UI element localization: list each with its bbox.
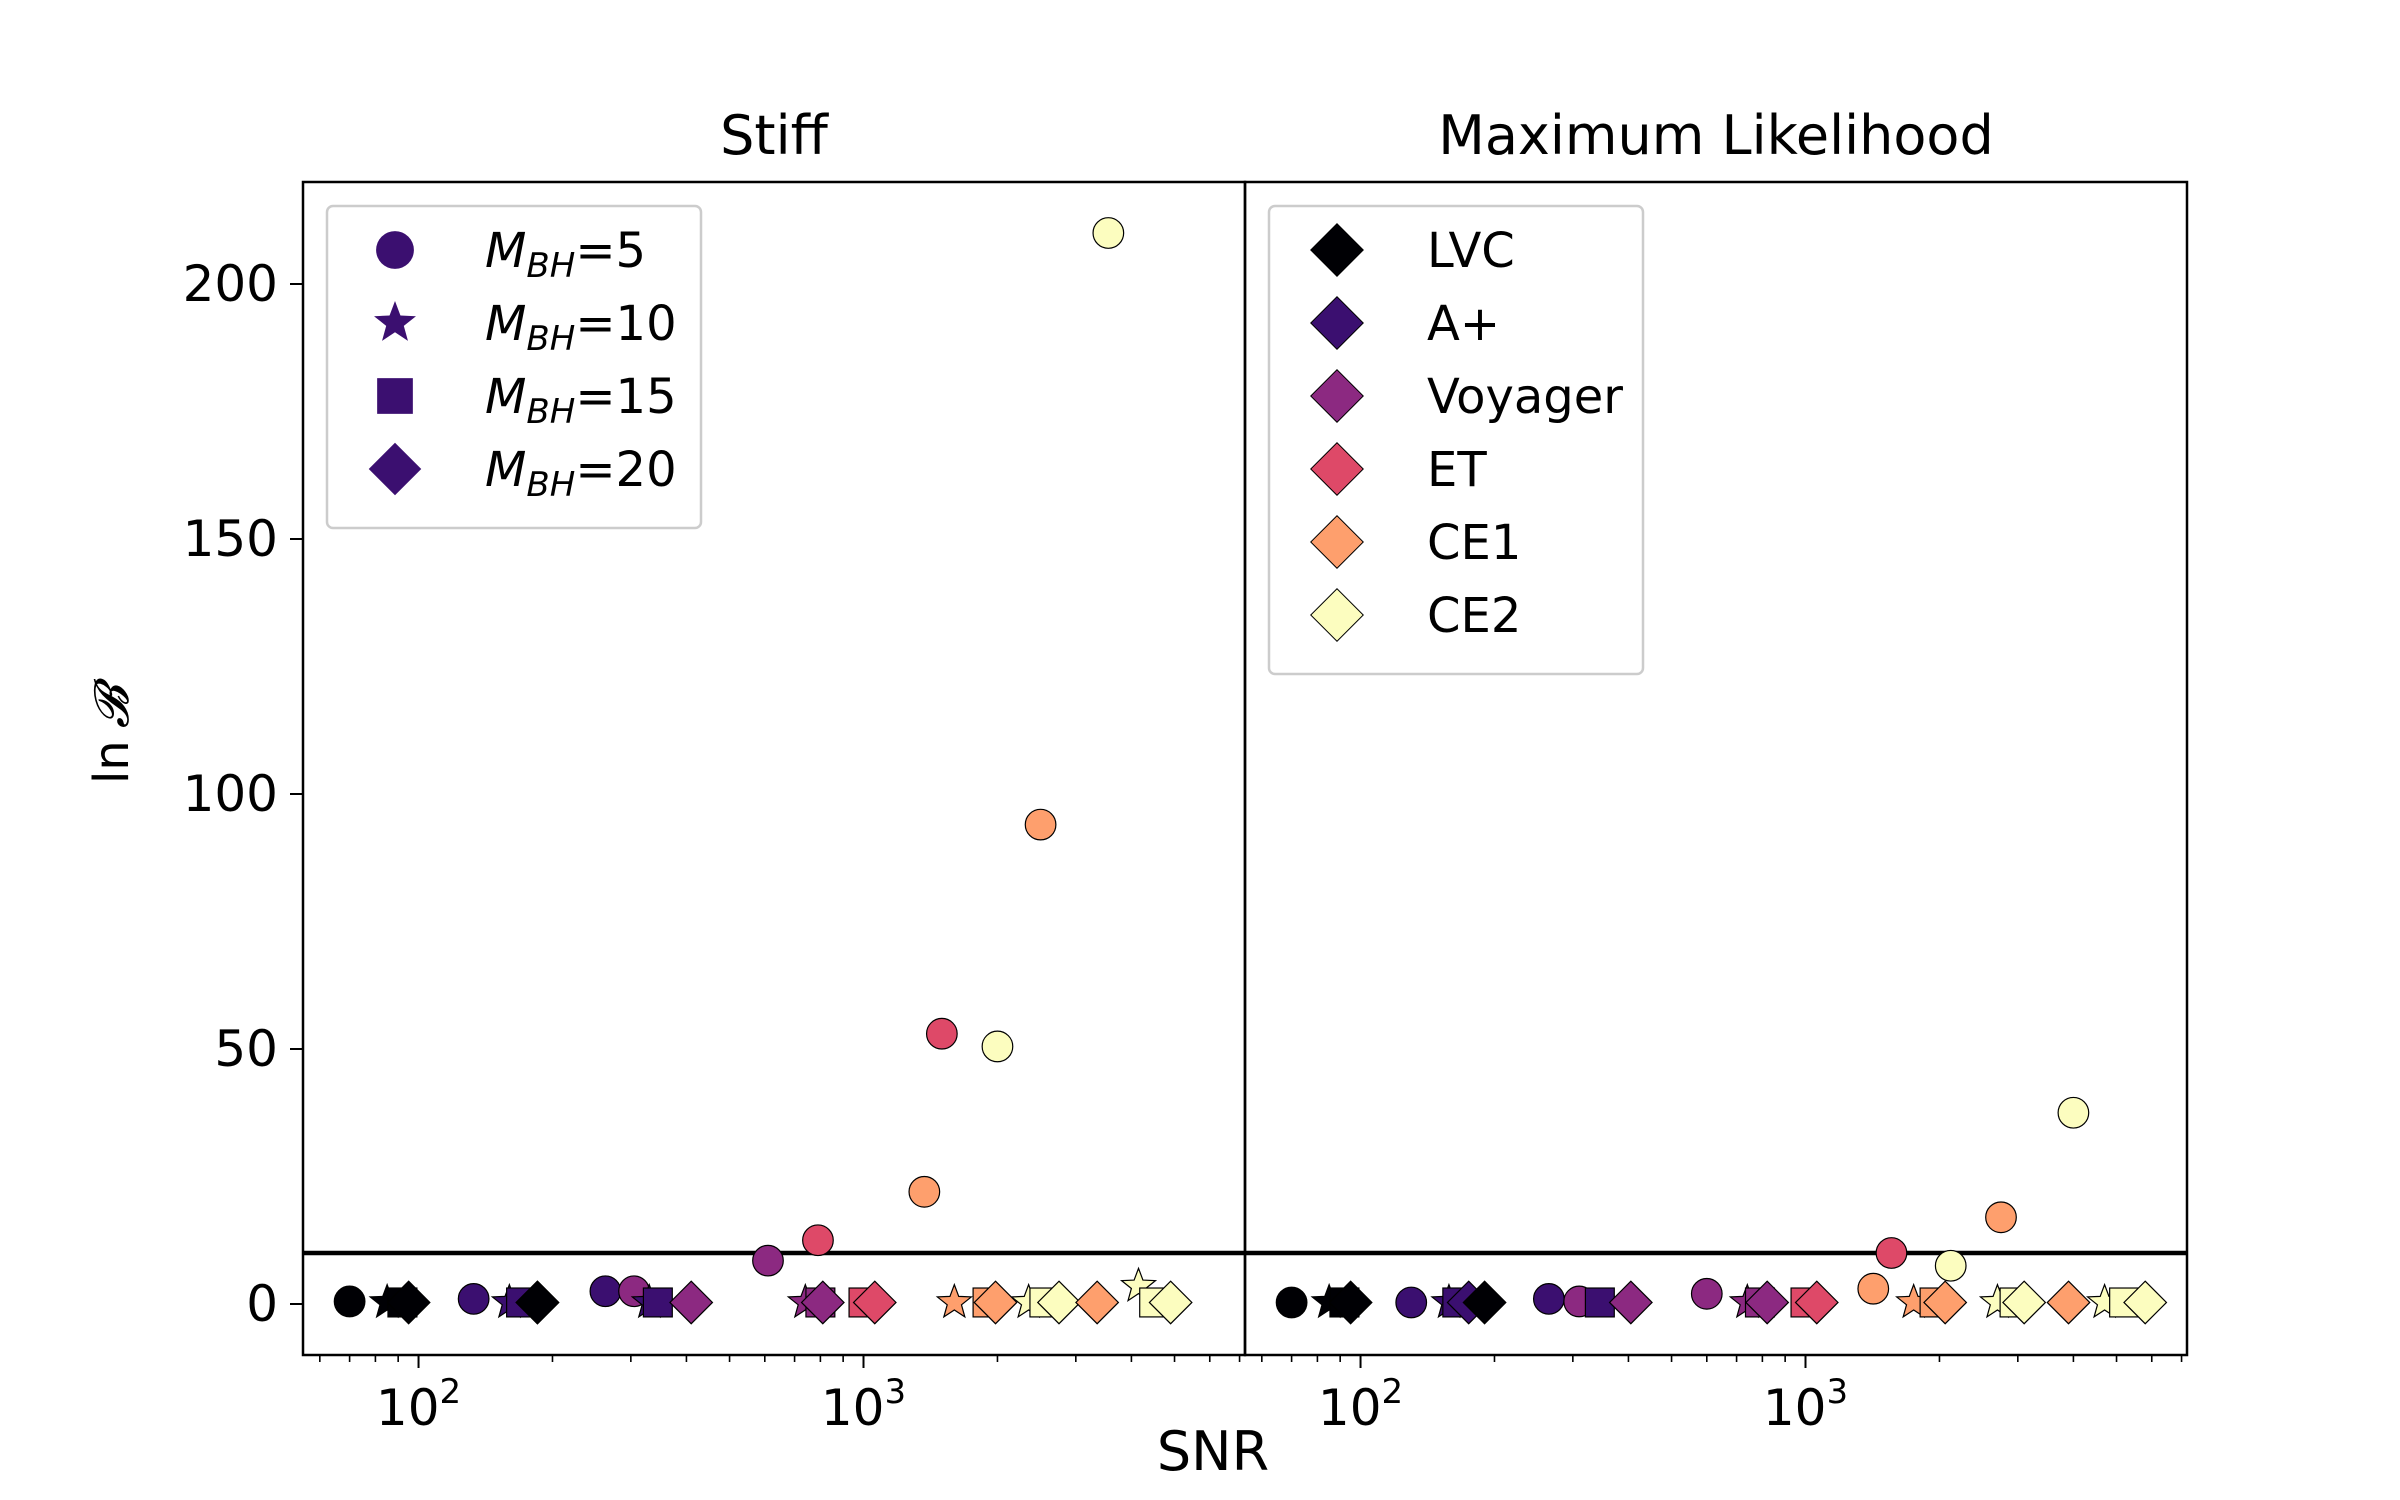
data-point-diamond <box>1745 1280 1790 1325</box>
y-tick-label: 100 <box>183 765 278 823</box>
legend-marker-diamond <box>1310 369 1364 423</box>
data-point-circle <box>908 1175 941 1208</box>
data-point-diamond <box>852 1280 897 1325</box>
y-tick-label: 150 <box>183 510 278 568</box>
data-point-circle <box>1690 1277 1723 1310</box>
legend-frame <box>325 204 703 530</box>
panel-title: Maximum Likelihood <box>1438 104 1993 167</box>
data-point-circle <box>802 1224 834 1257</box>
data-point-diamond <box>1608 1280 1653 1325</box>
data-point-circle <box>333 1285 366 1318</box>
panel-stiff: Stiff 102 103 0 50 100 150 200 MBH=5 MBH=10 MBH=15… <box>183 104 1247 1437</box>
data-point-diamond <box>1462 1280 1507 1325</box>
legend: MBH=5 MBH=10 MBH=15 MBH=20 <box>325 204 703 530</box>
x-axis-label: SNR <box>1157 1420 1269 1483</box>
x-tick-label: 103 <box>821 1372 906 1437</box>
data-point-diamond <box>800 1280 845 1325</box>
data-point-diamond <box>2123 1280 2168 1325</box>
data-point-diamond <box>1036 1280 1082 1325</box>
legend-item: A+ <box>1310 296 1500 352</box>
data-point-circle <box>1092 217 1125 249</box>
data-point-circle <box>1985 1201 2017 1234</box>
x-tick-label: 102 <box>376 1372 461 1437</box>
data-point-square <box>1584 1287 1615 1318</box>
data-point-circle <box>925 1017 958 1050</box>
legend-label: LVC <box>1427 223 1515 279</box>
legend-marker-diamond <box>1310 442 1364 496</box>
legend-label: MBH=5 <box>485 223 646 286</box>
data-point-circle <box>1934 1249 1967 1282</box>
legend-item: MBH=15 <box>377 369 677 432</box>
legend-marker-square <box>377 378 413 414</box>
data-point-diamond <box>1923 1280 1968 1325</box>
y-tick-label: 0 <box>246 1275 278 1333</box>
y-axis-label: ln𝓑 <box>84 677 140 784</box>
legend-marker-star <box>374 300 416 341</box>
data-point-diamond <box>1328 1280 1373 1325</box>
data-point-diamond <box>669 1280 714 1325</box>
legend-item: MBH=5 <box>376 223 646 286</box>
data-point-diamond <box>386 1280 431 1325</box>
legend-item: LVC <box>1310 223 1515 279</box>
legend-marker-diamond <box>368 442 422 496</box>
data-point-star <box>935 1282 973 1319</box>
data-point-circle <box>981 1030 1014 1063</box>
data-point-circle <box>1024 808 1057 841</box>
legend-label: MBH=10 <box>485 296 677 359</box>
panel-title: Stiff <box>720 104 829 167</box>
data-point-circle <box>1532 1282 1565 1315</box>
x-tick-label: 103 <box>1763 1372 1848 1437</box>
legend-marker-circle <box>376 231 414 269</box>
legend-marker-diamond <box>1310 223 1364 277</box>
legend-label: CE2 <box>1427 588 1521 644</box>
legend-item: MBH=10 <box>374 296 677 359</box>
y-tick-label: 200 <box>183 255 278 313</box>
data-point-diamond <box>515 1280 560 1325</box>
legend-item: ET <box>1310 442 1487 498</box>
legend-label: ET <box>1427 442 1487 498</box>
legend-label: MBH=15 <box>485 369 677 432</box>
data-point-circle <box>589 1275 622 1308</box>
data-point-circle <box>1395 1286 1428 1319</box>
axes-frame <box>1243 180 2189 1357</box>
data-point-circle <box>1875 1237 1908 1269</box>
y-tick-label: 50 <box>214 1020 278 1078</box>
data-point-circle <box>457 1282 490 1315</box>
legend-marker-diamond <box>1310 588 1364 642</box>
data-point-diamond <box>1148 1280 1193 1325</box>
data-point-diamond <box>2046 1280 2091 1325</box>
x-tick-label: 102 <box>1318 1372 1403 1437</box>
data-point-circle <box>752 1244 784 1277</box>
legend-marker-diamond <box>1310 296 1364 350</box>
legend-item: Voyager <box>1310 369 1623 425</box>
legend-item: CE1 <box>1310 515 1521 571</box>
data-point-diamond <box>2002 1280 2047 1325</box>
data-point-circle <box>2057 1096 2090 1129</box>
data-point-diamond <box>1075 1280 1120 1325</box>
data-point-star <box>1119 1266 1158 1302</box>
legend-marker-diamond <box>1310 515 1364 569</box>
legend-label: MBH=20 <box>485 442 677 505</box>
legend-label: CE1 <box>1427 515 1521 571</box>
data-point-diamond <box>1794 1280 1839 1325</box>
legend-item: MBH=20 <box>368 442 677 505</box>
legend-label: Voyager <box>1427 369 1623 425</box>
legend: LVC A+ Voyager ET CE1 CE2 <box>1267 204 1645 676</box>
data-point-circle <box>1857 1272 1890 1305</box>
panel-maximum-likelihood: Maximum Likelihood 102 103 LVC A+ Voyager ET CE… <box>1243 104 2189 1437</box>
data-point-circle <box>1275 1286 1308 1319</box>
data-point-diamond <box>973 1280 1018 1325</box>
legend-label: A+ <box>1427 296 1500 352</box>
legend-item: CE2 <box>1310 588 1521 644</box>
data-point-square <box>642 1287 673 1318</box>
